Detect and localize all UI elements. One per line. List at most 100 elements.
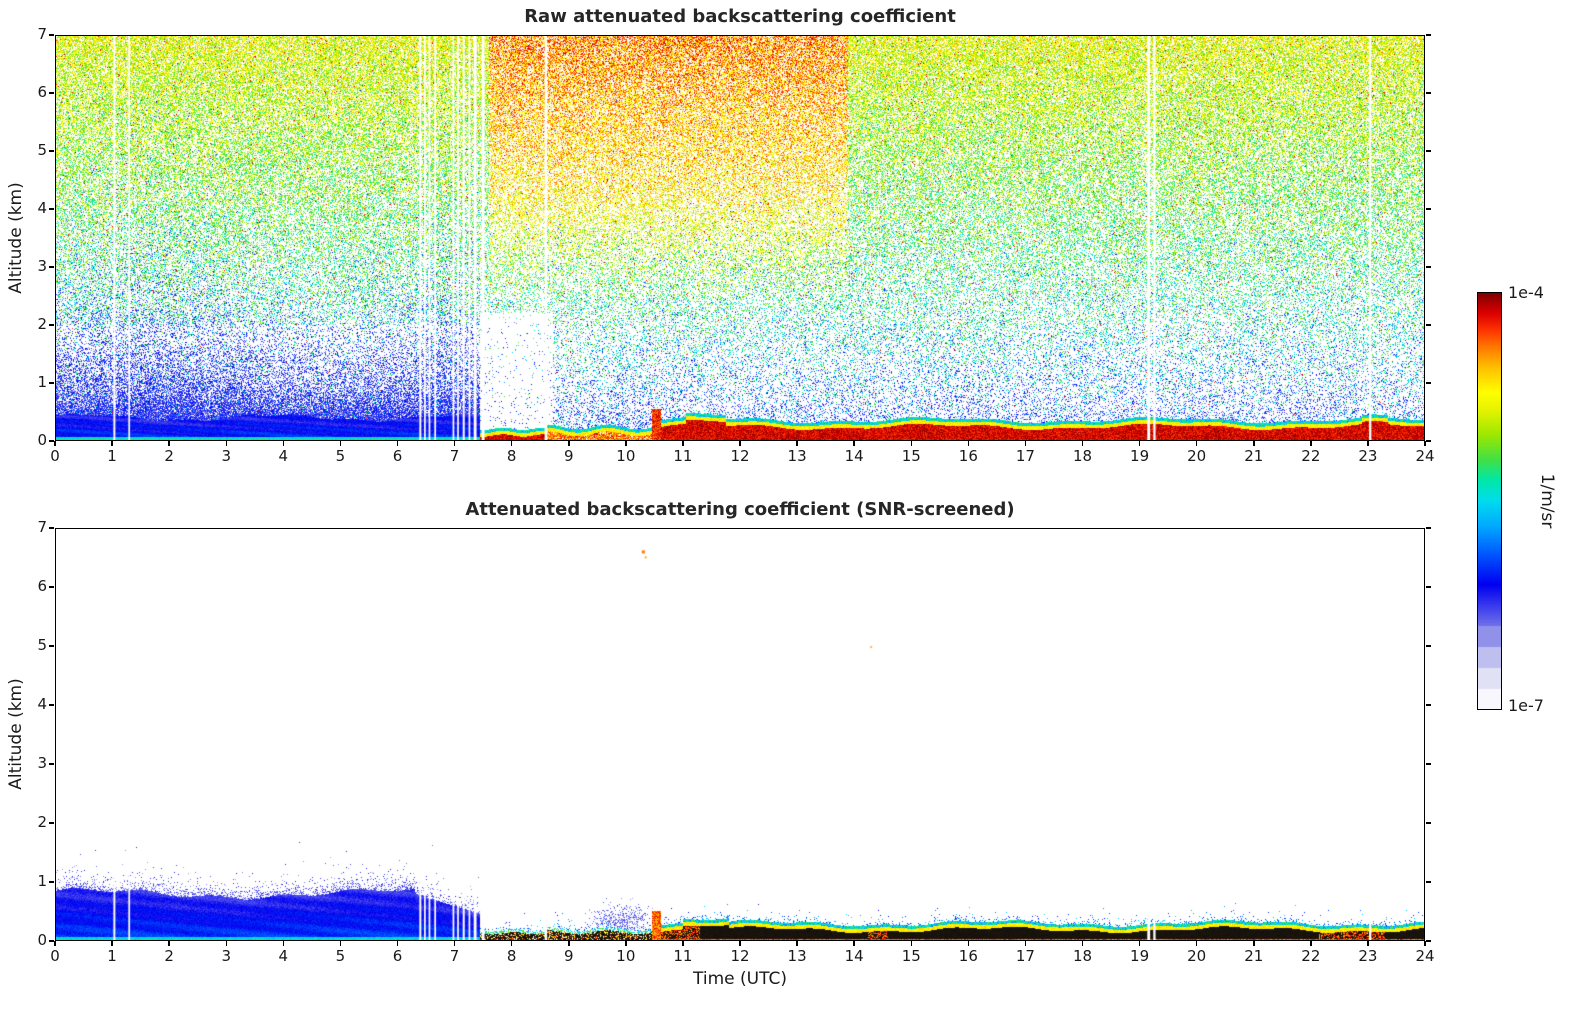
x-tick-label: 0: [50, 447, 60, 465]
y-tick-mark-right: [1426, 266, 1431, 268]
y-tick-mark-right: [1426, 382, 1431, 384]
x-tick-label: 5: [335, 447, 346, 465]
y-tick-mark: [49, 940, 54, 942]
x-tick-label: 8: [506, 447, 517, 465]
y-tick-mark-right: [1426, 881, 1431, 883]
x-tick-mark: [796, 441, 798, 446]
x-tick-mark: [682, 941, 684, 946]
x-tick-mark: [1138, 441, 1141, 446]
y-tick-mark: [49, 704, 54, 706]
y-tick-label: 3: [37, 257, 47, 275]
x-tick-mark: [853, 941, 855, 946]
x-tick-mark: [396, 441, 399, 446]
x-tick-label: 2: [164, 947, 174, 965]
y-tick-mark: [49, 324, 54, 326]
y-tick-label: 0: [37, 931, 47, 949]
screened-panel-title: Attenuated backscattering coefficient (S…: [465, 499, 1015, 520]
x-tick-mark: [510, 441, 513, 446]
x-tick-label: 18: [1072, 947, 1093, 965]
y-tick-label: 5: [37, 141, 47, 159]
y-tick-mark: [49, 440, 54, 442]
x-tick-mark: [339, 441, 342, 446]
y-tick-label: 3: [37, 754, 47, 772]
x-tick-mark: [1310, 941, 1312, 946]
x-tick-label: 16: [958, 447, 978, 465]
x-tick-mark: [967, 941, 970, 946]
x-tick-mark: [1253, 441, 1255, 446]
y-tick-mark-right: [1426, 440, 1431, 442]
x-tick-label: 16: [958, 947, 978, 965]
x-tick-label: 2: [164, 447, 174, 465]
x-tick-mark: [1424, 941, 1426, 946]
colorbar: [1477, 292, 1502, 710]
x-tick-mark: [1024, 941, 1027, 946]
x-tick-label: 7: [449, 447, 460, 465]
x-tick-label: 13: [787, 947, 807, 965]
raw-y-axis-label: Altitude (km): [6, 182, 26, 294]
x-tick-label: 17: [1015, 447, 1035, 465]
y-tick-label: 4: [37, 199, 47, 217]
x-tick-mark: [453, 441, 456, 446]
y-tick-mark-right: [1426, 34, 1431, 36]
y-tick-mark: [49, 881, 54, 883]
x-tick-label: 6: [392, 947, 403, 965]
y-tick-mark-right: [1426, 645, 1431, 647]
x-tick-label: 24: [1415, 447, 1435, 465]
x-tick-mark: [796, 941, 798, 946]
x-tick-mark: [1024, 441, 1027, 446]
x-tick-label: 10: [616, 447, 636, 465]
x-tick-mark: [282, 941, 285, 946]
x-tick-label: 5: [335, 947, 346, 965]
x-tick-label: 12: [730, 947, 750, 965]
y-tick-mark-right: [1426, 150, 1431, 152]
x-tick-mark: [853, 441, 855, 446]
x-tick-label: 20: [1187, 947, 1207, 965]
x-tick-mark: [910, 441, 912, 446]
x-tick-mark: [225, 941, 227, 946]
x-tick-mark: [339, 941, 342, 946]
x-tick-label: 23: [1358, 947, 1378, 965]
x-tick-mark: [282, 441, 285, 446]
x-tick-mark: [1195, 441, 1198, 446]
x-tick-mark: [682, 441, 684, 446]
x-tick-mark: [568, 441, 570, 446]
x-tick-label: 15: [901, 447, 921, 465]
y-tick-mark-right: [1426, 586, 1431, 588]
x-tick-mark: [1367, 941, 1369, 946]
x-tick-mark: [1310, 441, 1312, 446]
x-tick-mark: [739, 441, 741, 446]
y-tick-mark-right: [1426, 527, 1431, 529]
x-tick-label: 8: [506, 947, 517, 965]
x-tick-label: 20: [1187, 447, 1207, 465]
x-tick-label: 14: [844, 947, 864, 965]
x-tick-label: 17: [1015, 947, 1035, 965]
x-tick-label: 0: [50, 947, 60, 965]
y-tick-label: 1: [37, 373, 47, 391]
x-tick-mark: [111, 941, 113, 946]
y-tick-mark: [49, 34, 54, 36]
x-tick-label: 7: [449, 947, 460, 965]
x-tick-mark: [568, 941, 570, 946]
x-tick-mark: [111, 441, 113, 446]
raw-heatmap-panel: 0 1 2 3 4 5 6 7 8 9 10 11 12 13 14 15 16 17 18 19 20 21 22 23 24…: [37, 27, 1434, 464]
screened-heatmap-panel: 0 1 2 3 4 5 6 7 8 9 10 11 12 13 14 15 16 17 18 19 20 21 22 23 24…: [37, 520, 1434, 964]
x-tick-label: 9: [563, 947, 574, 965]
y-tick-label: 6: [37, 83, 47, 101]
x-tick-label: 22: [1301, 947, 1321, 965]
y-tick-mark: [49, 822, 54, 824]
screened-y-axis-label: Altitude (km): [6, 678, 26, 790]
x-tick-mark: [1081, 441, 1084, 446]
x-tick-label: 12: [730, 447, 750, 465]
x-tick-mark: [510, 941, 513, 946]
x-tick-mark: [739, 941, 741, 946]
y-tick-mark-right: [1426, 324, 1431, 326]
x-tick-label: 1: [107, 947, 117, 965]
x-tick-label: 18: [1072, 447, 1093, 465]
x-tick-mark: [625, 941, 627, 946]
x-tick-mark: [54, 441, 56, 446]
x-tick-label: 21: [1244, 947, 1264, 965]
x-tick-mark: [910, 941, 912, 946]
x-tick-mark: [1195, 941, 1198, 946]
x-tick-mark: [396, 941, 399, 946]
